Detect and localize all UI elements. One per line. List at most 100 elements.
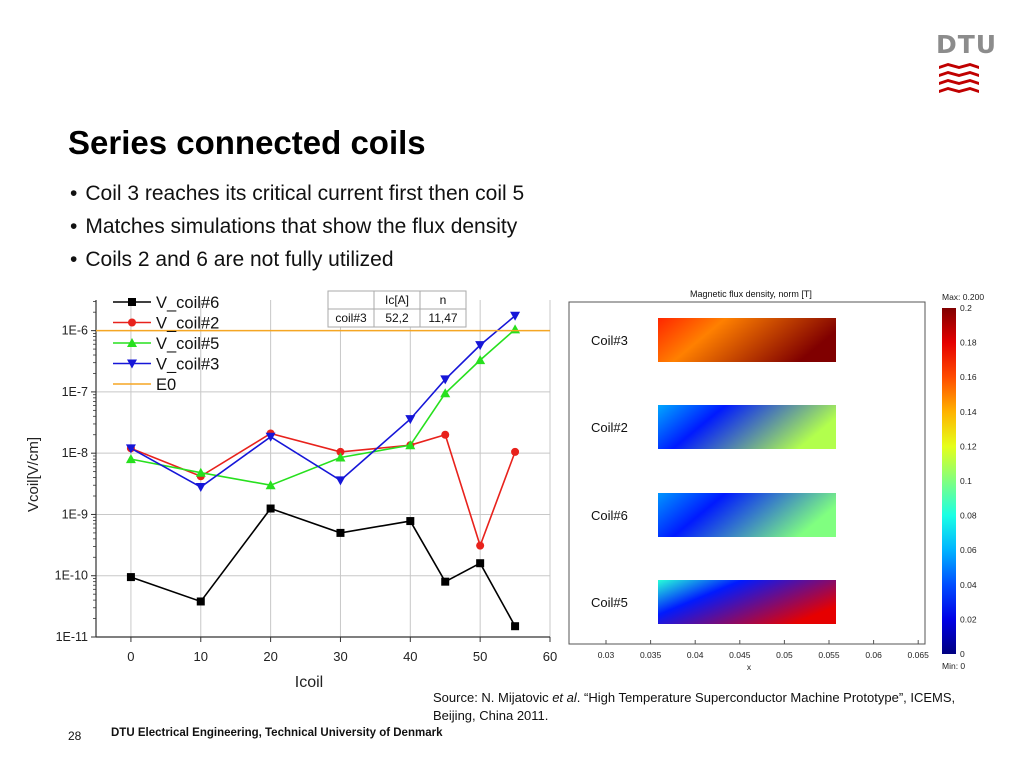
data-point bbox=[336, 528, 345, 537]
data-point bbox=[440, 388, 451, 398]
bullet-list: Coil 3 reaches its critical current firs… bbox=[70, 180, 524, 279]
flux-density-heatmap: Magnetic flux density, norm [T] Coil#3 Coi… bbox=[568, 289, 984, 672]
bullet-item: Coils 2 and 6 are not fully utilized bbox=[70, 246, 524, 279]
y-tick-label: 1E-11 bbox=[56, 630, 88, 644]
heatmap-x-tick-label: 0.065 bbox=[908, 650, 930, 660]
x-tick-label: 10 bbox=[194, 649, 208, 664]
data-point bbox=[511, 622, 520, 631]
legend-entry: V_coil#2 bbox=[156, 315, 219, 333]
inset-table-cell: 11,47 bbox=[428, 311, 457, 325]
colorbar-min-label: Min: 0 bbox=[942, 661, 965, 671]
y-tick-label: 1E-7 bbox=[62, 385, 88, 399]
data-point bbox=[125, 454, 136, 464]
x-tick-label: 30 bbox=[333, 649, 347, 664]
data-point bbox=[195, 483, 206, 493]
legend-entry: V_coil#5 bbox=[156, 335, 219, 353]
coil-region bbox=[658, 318, 836, 362]
colorbar-tick-label: 0.02 bbox=[960, 614, 977, 624]
heatmap-x-tick-label: 0.05 bbox=[776, 650, 793, 660]
inset-table-cell: 52,2 bbox=[385, 311, 409, 325]
logo-wave bbox=[939, 71, 979, 77]
series-v-coil-2 bbox=[126, 429, 520, 550]
data-point bbox=[405, 415, 416, 425]
data-point bbox=[127, 359, 137, 369]
data-point bbox=[265, 432, 276, 442]
y-tick-label: 1E-8 bbox=[62, 446, 88, 460]
heatmap-x-tick-label: 0.055 bbox=[818, 650, 840, 660]
inset-table-header: Ic[A] bbox=[385, 293, 409, 307]
data-point bbox=[265, 480, 276, 490]
coil-region bbox=[658, 580, 836, 624]
source-citation: Source: N. Mijatovic et al. “High Temper… bbox=[433, 689, 993, 725]
coil-region bbox=[658, 493, 836, 537]
data-point bbox=[510, 324, 521, 334]
source-prefix: Source: N. Mijatovic bbox=[433, 690, 553, 705]
data-point bbox=[406, 517, 415, 526]
legend: V_coil#6 V_coil#2 V_coil#5 V_coil#3 E0 bbox=[113, 294, 219, 394]
data-point bbox=[440, 375, 451, 385]
x-tick-label: 20 bbox=[263, 649, 277, 664]
data-point bbox=[128, 298, 136, 306]
heatmap-x-tick-label: 0.03 bbox=[598, 650, 615, 660]
colorbar-tick-label: 0 bbox=[960, 649, 965, 659]
data-point bbox=[475, 341, 486, 351]
colorbar-max-label: Max: 0.200 bbox=[942, 292, 984, 302]
series-line bbox=[130, 328, 516, 487]
data-point bbox=[441, 430, 450, 439]
logo-text: DTU bbox=[936, 30, 998, 59]
colorbar-tick-label: 0.06 bbox=[960, 545, 977, 555]
y-tick-label: 1E-10 bbox=[55, 569, 88, 583]
y-axis-label: Vcoil[V/cm] bbox=[25, 437, 42, 512]
data-point bbox=[195, 467, 206, 477]
logo-wave bbox=[939, 79, 979, 85]
y-tick-label: 1E-6 bbox=[62, 324, 88, 338]
series-line bbox=[130, 315, 516, 489]
dtu-logo: DTU bbox=[936, 30, 998, 104]
colorbar-tick-label: 0.18 bbox=[960, 338, 977, 348]
heatmap-x-label: x bbox=[747, 662, 752, 672]
data-point bbox=[475, 355, 486, 365]
data-point bbox=[335, 476, 346, 486]
footer-text: DTU Electrical Engineering, Technical Un… bbox=[111, 727, 443, 739]
vcoil-line-chart: 0 10 20 30 40 50 60 1E-11 1E-10 1E-9 1E-8 1E-7 1E-6 I… bbox=[25, 290, 557, 691]
inset-table-header: n bbox=[440, 293, 447, 307]
data-point bbox=[336, 447, 345, 456]
heatmap-x-tick-label: 0.04 bbox=[687, 650, 704, 660]
colorbar-tick-label: 0.08 bbox=[960, 511, 977, 521]
data-point bbox=[127, 338, 137, 347]
inset-table-cell: coil#3 bbox=[335, 311, 367, 325]
data-point bbox=[126, 573, 135, 582]
legend-entry: V_coil#6 bbox=[156, 294, 219, 312]
data-point bbox=[405, 440, 416, 450]
x-axis-label: Icoil bbox=[295, 674, 323, 691]
inset-table: Ic[A] n coil#3 52,2 11,47 bbox=[327, 290, 467, 328]
colorbar-tick-label: 0.1 bbox=[960, 476, 972, 486]
series-v-coil-6 bbox=[126, 504, 520, 631]
y-tick-label: 1E-9 bbox=[62, 507, 88, 521]
heatmap-title: Magnetic flux density, norm [T] bbox=[690, 289, 812, 299]
colorbar-tick-label: 0.16 bbox=[960, 372, 977, 382]
slide-title: Series connected coils bbox=[68, 124, 426, 161]
bullet-item: Coil 3 reaches its critical current firs… bbox=[70, 180, 524, 213]
data-point bbox=[511, 447, 520, 456]
coil-label: Coil#6 bbox=[591, 508, 628, 523]
heatmap-x-tick-label: 0.06 bbox=[865, 650, 882, 660]
colorbar-tick-label: 0.2 bbox=[960, 303, 972, 313]
bullet-item: Matches simulations that show the flux d… bbox=[70, 213, 524, 246]
logo-wave bbox=[939, 87, 979, 93]
series-line bbox=[130, 507, 516, 627]
data-point bbox=[125, 444, 136, 454]
x-tick-label: 50 bbox=[473, 649, 487, 664]
data-point bbox=[335, 452, 346, 462]
data-point bbox=[476, 541, 485, 550]
coil-label: Coil#3 bbox=[591, 333, 628, 348]
coil-label: Coil#2 bbox=[591, 420, 628, 435]
series-v-coil-3 bbox=[125, 311, 521, 493]
colorbar bbox=[942, 308, 956, 654]
legend-entry: E0 bbox=[156, 376, 176, 394]
x-tick-label: 0 bbox=[127, 649, 134, 664]
colorbar-tick-label: 0.12 bbox=[960, 441, 977, 451]
colorbar-tick-label: 0.14 bbox=[960, 407, 977, 417]
series-line bbox=[130, 432, 516, 549]
data-point bbox=[196, 597, 205, 606]
